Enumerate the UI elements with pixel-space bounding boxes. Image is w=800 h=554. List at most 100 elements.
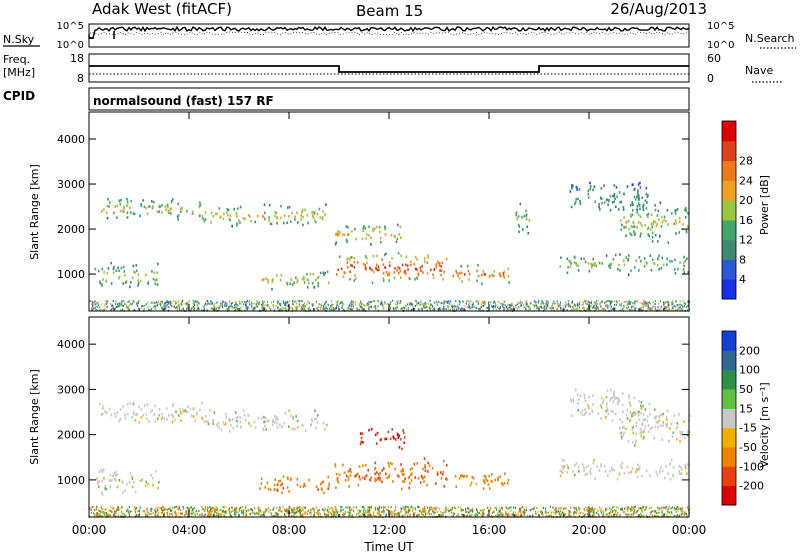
colorbar-tick-label: 16 bbox=[739, 214, 753, 227]
power-colorbar-label: Power [dB] bbox=[758, 175, 771, 235]
freq-label-line1: Freq. bbox=[3, 53, 30, 66]
freq-trace bbox=[89, 65, 689, 73]
colorbar-swatch bbox=[722, 389, 736, 409]
x-tick-label: 20:00 bbox=[572, 523, 607, 537]
colorbar-swatch bbox=[722, 121, 736, 142]
near-range-scatter bbox=[89, 299, 691, 313]
x-tick-label: 00:00 bbox=[672, 523, 707, 537]
power-colorbar: 4 8 12 16 20 24 28 bbox=[721, 120, 753, 300]
colorbar-swatch bbox=[722, 140, 736, 162]
freq-panel-frame bbox=[88, 53, 690, 83]
colorbar-tick-label: 24 bbox=[739, 174, 753, 187]
cpid-text: normalsound (fast) 157 RF bbox=[93, 94, 274, 108]
nsearch-label: N.Search bbox=[745, 32, 795, 45]
nave-tick-high: 60 bbox=[707, 52, 721, 65]
scatter-band bbox=[569, 181, 649, 212]
power-panel: 1000 2000 3000 4000 Slant Range [km] 4 8 12 16… bbox=[28, 111, 771, 313]
scatter-band bbox=[454, 472, 510, 490]
colorbar-swatch bbox=[722, 427, 736, 448]
y-tick-label: 4000 bbox=[57, 133, 85, 146]
colorbar-tick-label: 4 bbox=[739, 273, 746, 286]
scatter-band bbox=[515, 202, 530, 235]
colorbar-tick-label: 12 bbox=[739, 234, 753, 247]
scatter-band bbox=[452, 264, 510, 285]
freq-tick-low: 8 bbox=[77, 72, 84, 85]
colorbar-tick-label: 15 bbox=[739, 402, 753, 415]
colorbar-swatch bbox=[722, 259, 736, 280]
x-tick-label: 00:00 bbox=[72, 523, 107, 537]
noise-tick-low-right: 10^0 bbox=[707, 40, 734, 51]
power-scatter bbox=[89, 181, 691, 313]
nave-tick-low: 0 bbox=[707, 72, 714, 85]
cpid-panel-frame bbox=[88, 87, 690, 111]
freq-tick-high: 18 bbox=[70, 52, 84, 65]
colorbar-swatch bbox=[722, 239, 736, 260]
y-tick-label: 2000 bbox=[57, 223, 85, 236]
colorbar-swatch bbox=[722, 331, 736, 351]
colorbar-frame bbox=[721, 120, 737, 300]
colorbar-swatch bbox=[722, 369, 736, 390]
colorbar-swatch bbox=[722, 447, 736, 467]
colorbar-tick-label: 100 bbox=[739, 364, 760, 377]
y-tick-label: 4000 bbox=[57, 338, 85, 351]
colorbar-tick-label: 200 bbox=[739, 344, 760, 357]
power-ylabel: Slant Range [km] bbox=[28, 164, 41, 260]
colorbar-tick-label: 50 bbox=[739, 383, 753, 396]
noise-panel: 10^5 10^0 10^5 10^0 N.Sky N.Search bbox=[3, 21, 796, 51]
scatter-band bbox=[101, 197, 202, 221]
colorbar-tick-label: -15 bbox=[739, 422, 757, 435]
scatter-band bbox=[619, 201, 689, 245]
y-tick-label: 3000 bbox=[57, 383, 85, 396]
x-tick-label: 08:00 bbox=[272, 523, 307, 537]
scatter-band bbox=[259, 475, 330, 495]
scatter-band bbox=[559, 253, 689, 276]
x-tick-label: 04:00 bbox=[172, 523, 207, 537]
colorbar-frame bbox=[721, 330, 737, 506]
velocity-colorbar: 200 100 50 15 -15 -50 -100 -200 bbox=[721, 330, 764, 506]
beam-label: Beam 15 bbox=[356, 2, 423, 20]
colorbar-swatch bbox=[722, 279, 736, 300]
colorbar-swatch bbox=[722, 200, 736, 221]
noise-trace bbox=[88, 25, 690, 39]
colorbar-swatch bbox=[722, 160, 736, 181]
velocity-panel-background bbox=[89, 317, 689, 517]
velocity-colorbar-label: Velocity [m s⁻¹] bbox=[758, 382, 771, 467]
scatter-band bbox=[559, 458, 689, 481]
nsky-trace bbox=[88, 25, 690, 39]
x-tick-label: 12:00 bbox=[372, 523, 407, 537]
scatter-band bbox=[334, 223, 402, 246]
colorbar-tick-label: -100 bbox=[739, 460, 764, 473]
y-tick-label: 3000 bbox=[57, 178, 85, 191]
velocity-scatter bbox=[89, 388, 691, 519]
power-axes: 1000 2000 3000 4000 bbox=[57, 112, 690, 311]
colorbar-tick-label: 8 bbox=[739, 253, 746, 266]
scatter-band bbox=[569, 388, 651, 422]
noise-tick-high-left: 10^5 bbox=[57, 21, 84, 32]
colorbar-swatch bbox=[722, 485, 736, 506]
nsky-label: N.Sky bbox=[3, 33, 35, 46]
cpid-label: CPID bbox=[3, 89, 35, 103]
scatter-band bbox=[99, 401, 203, 424]
scatter-band bbox=[336, 251, 448, 285]
colorbar-tick-label: -200 bbox=[739, 480, 764, 493]
noise-tick-high-right: 10^5 bbox=[707, 21, 734, 32]
y-tick-label: 1000 bbox=[57, 474, 85, 487]
colorbar-swatch bbox=[722, 466, 736, 487]
plot-title: Adak West (fitACF) bbox=[92, 0, 232, 18]
y-tick-label: 1000 bbox=[57, 268, 85, 281]
velocity-axes: 00:00 04:00 08:00 12:00 16:00 20:00 00:00 1000 2… bbox=[57, 317, 706, 537]
colorbar-swatch bbox=[722, 219, 736, 241]
noise-tick-low-left: 10^0 bbox=[57, 40, 84, 51]
power-panel-background bbox=[89, 112, 689, 311]
colorbar-tick-label: 28 bbox=[739, 155, 753, 168]
scatter-band bbox=[94, 261, 159, 289]
scatter-band bbox=[359, 427, 406, 451]
freq-panel: 18 8 60 0 Freq. [MHz] Nave bbox=[3, 52, 782, 85]
freq-label-line2: [MHz] bbox=[3, 66, 35, 79]
colorbar-swatch bbox=[722, 350, 736, 371]
velocity-ylabel: Slant Range [km] bbox=[28, 369, 41, 465]
nave-label: Nave bbox=[745, 64, 773, 77]
colorbar-tick-label: -50 bbox=[739, 441, 757, 454]
scatter-band bbox=[201, 203, 327, 228]
